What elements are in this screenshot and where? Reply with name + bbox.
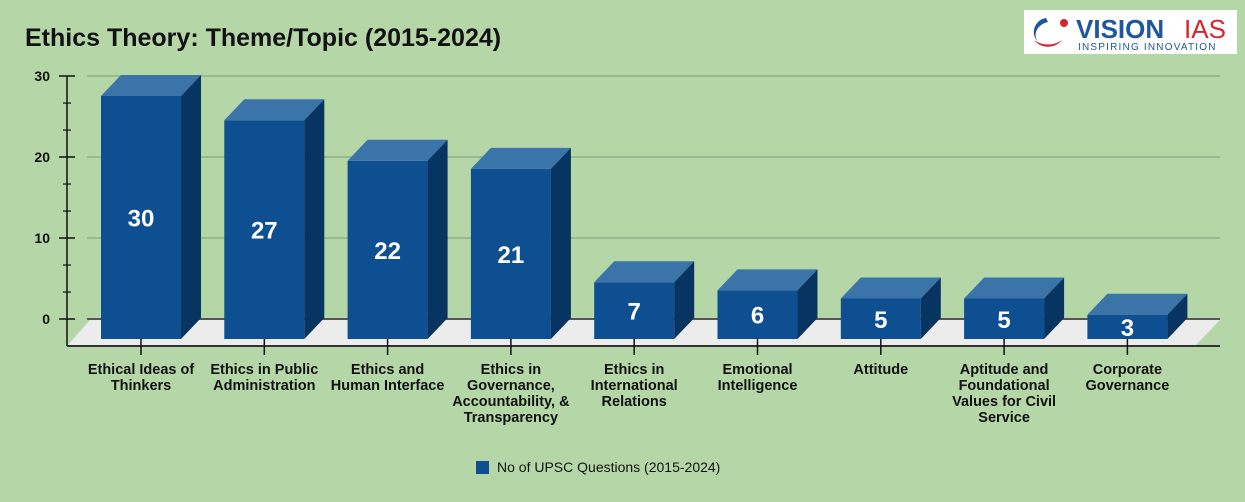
bar-side — [920, 277, 941, 339]
bar-data-label: 3 — [1121, 315, 1134, 342]
bar-top — [224, 99, 325, 121]
x-category-label: Ethics in Public Administration — [210, 362, 319, 394]
x-category-label: Aptitude and Foundational Values for Civ… — [952, 362, 1057, 426]
bar-side — [427, 139, 448, 339]
bar-front — [470, 168, 551, 339]
chart-title: Ethics Theory: Theme/Topic (2015-2024) — [25, 24, 502, 52]
y-tick-label: 30 — [34, 68, 50, 84]
legend-swatch — [476, 460, 489, 474]
bar-top — [840, 277, 941, 299]
bar-front — [1087, 314, 1168, 339]
bar-top — [1087, 293, 1188, 315]
visionias-logo: VISION IAS INSPIRING INNOVATION — [1024, 10, 1237, 54]
x-category-label: Emotional Intelligence — [717, 362, 798, 394]
bar-front — [840, 298, 921, 339]
legend: No of UPSC Questions (2015-2024) — [476, 459, 720, 475]
bar-front — [594, 282, 675, 339]
x-category-label: Ethics in International Relations — [590, 362, 678, 410]
bar-side — [1044, 277, 1065, 339]
bar-data-label: 5 — [874, 307, 887, 334]
logo-brand-red: IAS — [1184, 14, 1226, 44]
bar-top — [347, 139, 448, 161]
legend-label: No of UPSC Questions (2015-2024) — [497, 459, 721, 475]
x-category-label: Corporate Governance — [1085, 362, 1170, 394]
logo-emblem-icon: VISION IAS INSPIRING INNOVATION — [1033, 14, 1226, 53]
y-tick-label: 20 — [34, 149, 50, 165]
bar-data-label: 7 — [628, 299, 641, 326]
bar-front — [224, 120, 305, 339]
bar-data-label: 5 — [997, 307, 1010, 334]
bar-data-label: 6 — [751, 303, 764, 330]
bar-side — [181, 75, 201, 339]
bar-top — [594, 261, 695, 283]
bar-top — [101, 75, 201, 96]
bar-data-label: 21 — [498, 242, 525, 269]
bar-side — [674, 261, 695, 339]
bar-top — [470, 147, 571, 169]
x-category-label: Ethics and Human Interface — [330, 362, 445, 394]
bar-front — [964, 298, 1045, 339]
bar-top — [964, 277, 1065, 299]
bar-data-label: 27 — [251, 218, 278, 245]
logo-tagline: INSPIRING INNOVATION — [1078, 42, 1217, 53]
x-category-label: Ethics in Governance, Accountability, & … — [452, 362, 570, 426]
bar-side — [797, 269, 818, 339]
y-tick-label: 10 — [34, 230, 50, 246]
bar-data-label: 22 — [374, 238, 401, 265]
bar-front — [717, 290, 798, 339]
bar-side — [550, 147, 571, 339]
bar-front — [101, 96, 181, 339]
x-category-label: Ethical Ideas of Thinkers — [87, 362, 195, 394]
y-tick-label: 0 — [42, 311, 50, 327]
logo-brand-blue: VISION — [1076, 14, 1164, 44]
bar-top — [717, 269, 818, 291]
bar-side — [1167, 293, 1188, 339]
bar-side — [304, 99, 325, 339]
bar-data-label: 30 — [128, 206, 155, 233]
x-category-label: Attitude — [853, 362, 909, 378]
bar-front — [347, 160, 428, 339]
